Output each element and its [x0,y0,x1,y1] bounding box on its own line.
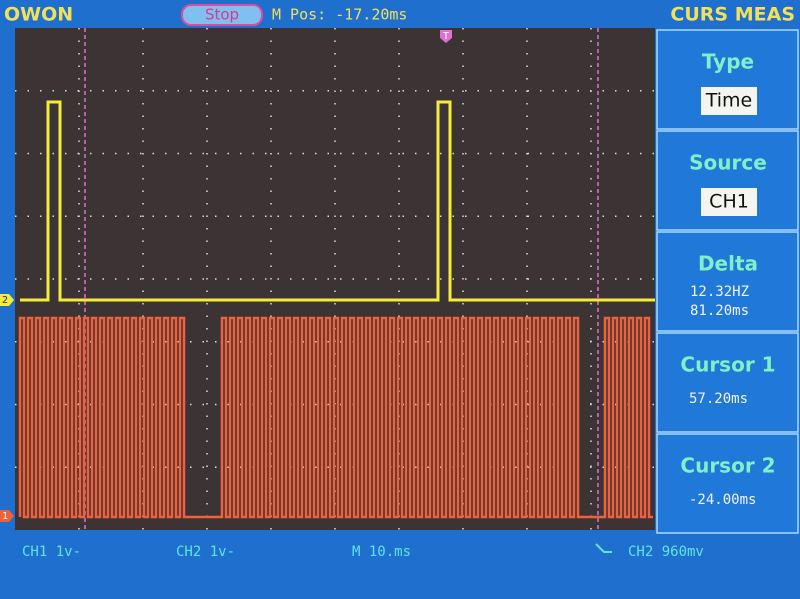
menu-value-box [701,188,757,216]
ch2-marker [0,294,14,306]
menu-value: CH1 [709,191,749,213]
trigger-label: T [443,31,449,42]
menu-label: Cursor 2 [680,454,775,478]
m-pos: M Pos: -17.20ms [272,6,407,24]
trigger-level: CH2 960mv [628,544,704,560]
ch2-scale: CH2 1v- [176,544,235,560]
status-box [181,4,263,26]
menu-panel [656,231,799,332]
menu-title: CURS MEAS [670,4,795,26]
brand: OWON [4,4,73,26]
menu-value-box [701,87,757,115]
timebase: M 10.ms [352,544,411,560]
trigger-marker [440,30,452,43]
menu-label: Cursor 1 [680,353,775,377]
menu-panel [656,433,799,534]
ch1-waveform [20,100,655,302]
ch1-marker-label: 1 [2,511,8,522]
trigger-edge-icon [595,543,612,553]
menu-panel [656,332,799,433]
menu-value: 57.20ms [689,391,748,407]
menu-label: Source [689,151,767,175]
grid [15,28,655,530]
menu-value: -24.00ms [689,492,756,508]
ch2-marker-label: 2 [2,295,8,306]
menu-value: 81.20ms [690,303,749,319]
run-status: Stop [205,6,239,24]
menu-value: 12.32HZ [690,284,749,300]
menu-label: Type [702,50,754,74]
menu-value: Time [705,90,753,112]
side-menu: Type Time Source CH1 Delta 12.32HZ 81.20ms Curs… [656,29,799,534]
ch1-scale: CH1 1v- [22,544,81,560]
ch2-waveform [18,316,653,519]
ch1-marker [0,510,14,522]
menu-label: Delta [698,252,758,276]
